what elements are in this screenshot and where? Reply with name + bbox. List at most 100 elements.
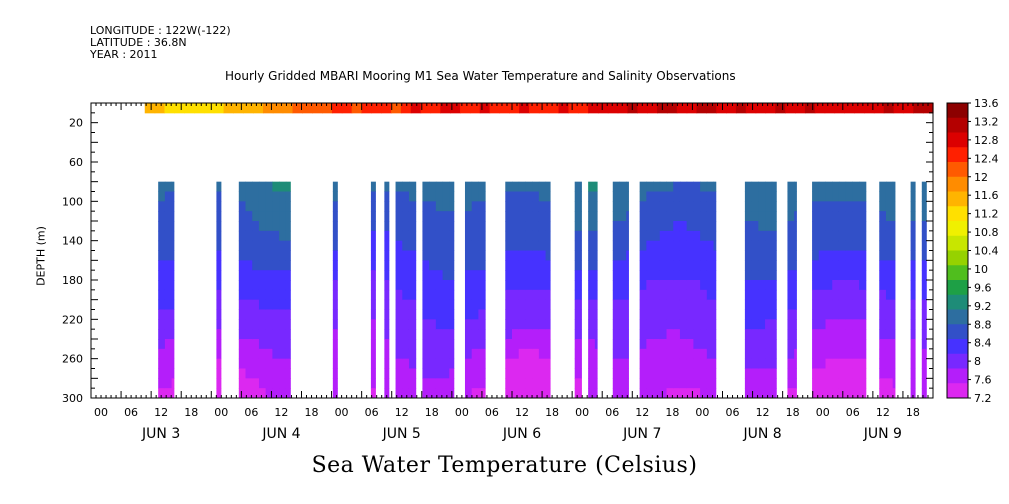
data-cell <box>825 378 833 389</box>
surface-cell <box>814 103 826 114</box>
surface-cell <box>588 103 599 114</box>
data-cell <box>879 319 887 330</box>
data-cell <box>859 250 867 261</box>
data-cell <box>245 211 253 222</box>
data-cell <box>693 339 701 350</box>
data-cell <box>402 319 410 330</box>
data-cell <box>686 191 694 202</box>
data-cell <box>408 299 417 310</box>
data-cell <box>879 299 887 310</box>
data-cell <box>422 319 430 330</box>
data-cell <box>449 270 455 281</box>
data-cell <box>679 221 688 232</box>
data-cell <box>787 299 795 310</box>
data-cell <box>838 221 847 232</box>
data-cell <box>832 348 840 360</box>
surface-cell <box>548 103 560 114</box>
data-cell <box>845 201 853 212</box>
data-cell <box>171 191 175 202</box>
data-cell <box>532 289 540 301</box>
data-cell <box>845 240 853 251</box>
data-cell <box>787 388 795 399</box>
data-cell <box>532 201 540 212</box>
data-cell <box>744 250 753 261</box>
data-cell <box>171 348 175 360</box>
data-cell <box>673 270 681 281</box>
data-cell <box>666 230 674 242</box>
data-cell <box>892 378 896 389</box>
data-cell <box>787 289 795 301</box>
data-cell <box>449 319 455 330</box>
data-cell <box>838 201 847 212</box>
data-cell <box>370 270 376 281</box>
data-cell <box>666 270 674 281</box>
data-cell <box>765 299 773 310</box>
data-cell <box>512 201 520 212</box>
data-cell <box>659 230 668 242</box>
data-cell <box>518 378 526 389</box>
data-cell <box>619 221 627 232</box>
data-cell <box>216 230 222 242</box>
data-cell <box>442 260 450 271</box>
data-cell <box>626 221 629 232</box>
data-cell <box>384 289 390 301</box>
data-cell <box>449 221 455 232</box>
data-cell <box>408 211 417 222</box>
data-cell <box>265 309 273 320</box>
data-cell <box>164 378 173 389</box>
data-cell <box>518 270 526 281</box>
data-cell <box>612 270 620 281</box>
data-cell <box>818 280 827 291</box>
data-cell <box>794 368 797 379</box>
data-cell <box>713 329 717 340</box>
data-cell <box>751 309 759 320</box>
data-cell <box>765 378 773 389</box>
data-cell <box>525 319 533 330</box>
data-cell <box>921 358 927 369</box>
data-cell <box>818 270 827 281</box>
data-cell <box>659 329 668 340</box>
data-cell <box>538 289 547 301</box>
data-cell <box>538 378 547 389</box>
data-cell <box>594 299 598 310</box>
data-cell <box>588 309 596 320</box>
data-cell <box>532 348 540 360</box>
data-cell <box>265 191 273 202</box>
data-cell <box>512 358 520 369</box>
data-cell <box>612 191 620 202</box>
data-cell <box>532 250 540 261</box>
data-cell <box>818 378 827 389</box>
data-cell <box>812 250 820 261</box>
data-cell <box>512 250 520 261</box>
data-cell <box>626 309 629 320</box>
data-cell <box>429 309 437 320</box>
data-cell <box>679 230 688 242</box>
surface-cell <box>440 103 451 114</box>
data-cell <box>538 280 547 291</box>
data-cell <box>245 221 253 232</box>
data-cell <box>713 289 717 301</box>
data-cell <box>265 270 273 281</box>
data-cell <box>512 319 520 330</box>
data-cell <box>812 388 820 399</box>
data-cell <box>639 368 647 379</box>
colorbar-swatch <box>947 265 968 281</box>
data-cell <box>594 339 598 350</box>
data-cell <box>525 299 533 310</box>
colorbar-swatch <box>947 280 968 296</box>
data-cell <box>574 388 582 399</box>
data-cell <box>505 378 513 389</box>
data-cell <box>471 299 479 310</box>
data-cell <box>771 299 777 310</box>
data-cell <box>265 230 273 242</box>
data-cell <box>879 260 887 271</box>
data-cell <box>464 191 473 202</box>
data-cell <box>588 378 596 389</box>
data-cell <box>666 368 674 379</box>
data-cell <box>845 221 853 232</box>
data-cell <box>639 289 647 301</box>
data-cell <box>238 181 247 192</box>
data-cell <box>673 289 681 301</box>
data-cell <box>921 230 927 242</box>
colorbar-swatch <box>947 147 968 163</box>
